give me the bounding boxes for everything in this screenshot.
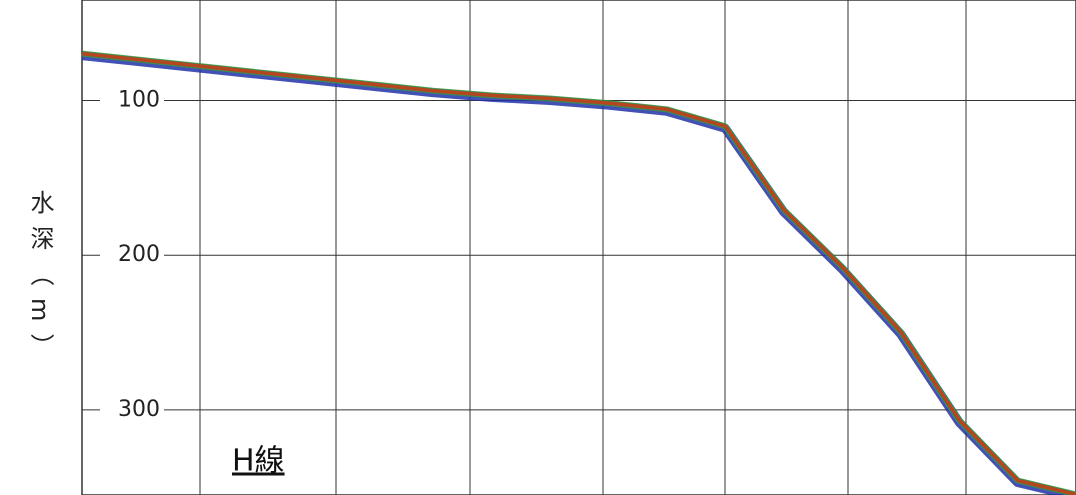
chart: 水深（m） H線 100 200 300 — [0, 0, 1076, 495]
page: {"chart_data": {"type": "line", "y_label… — [0, 0, 1076, 495]
y-tick-label: 300 — [118, 397, 160, 422]
y-tick-label: 100 — [118, 88, 160, 113]
annotation: H線 — [232, 444, 285, 479]
y-axis-label: 水深（m） — [26, 190, 54, 369]
y-tick-label: 200 — [118, 242, 160, 267]
